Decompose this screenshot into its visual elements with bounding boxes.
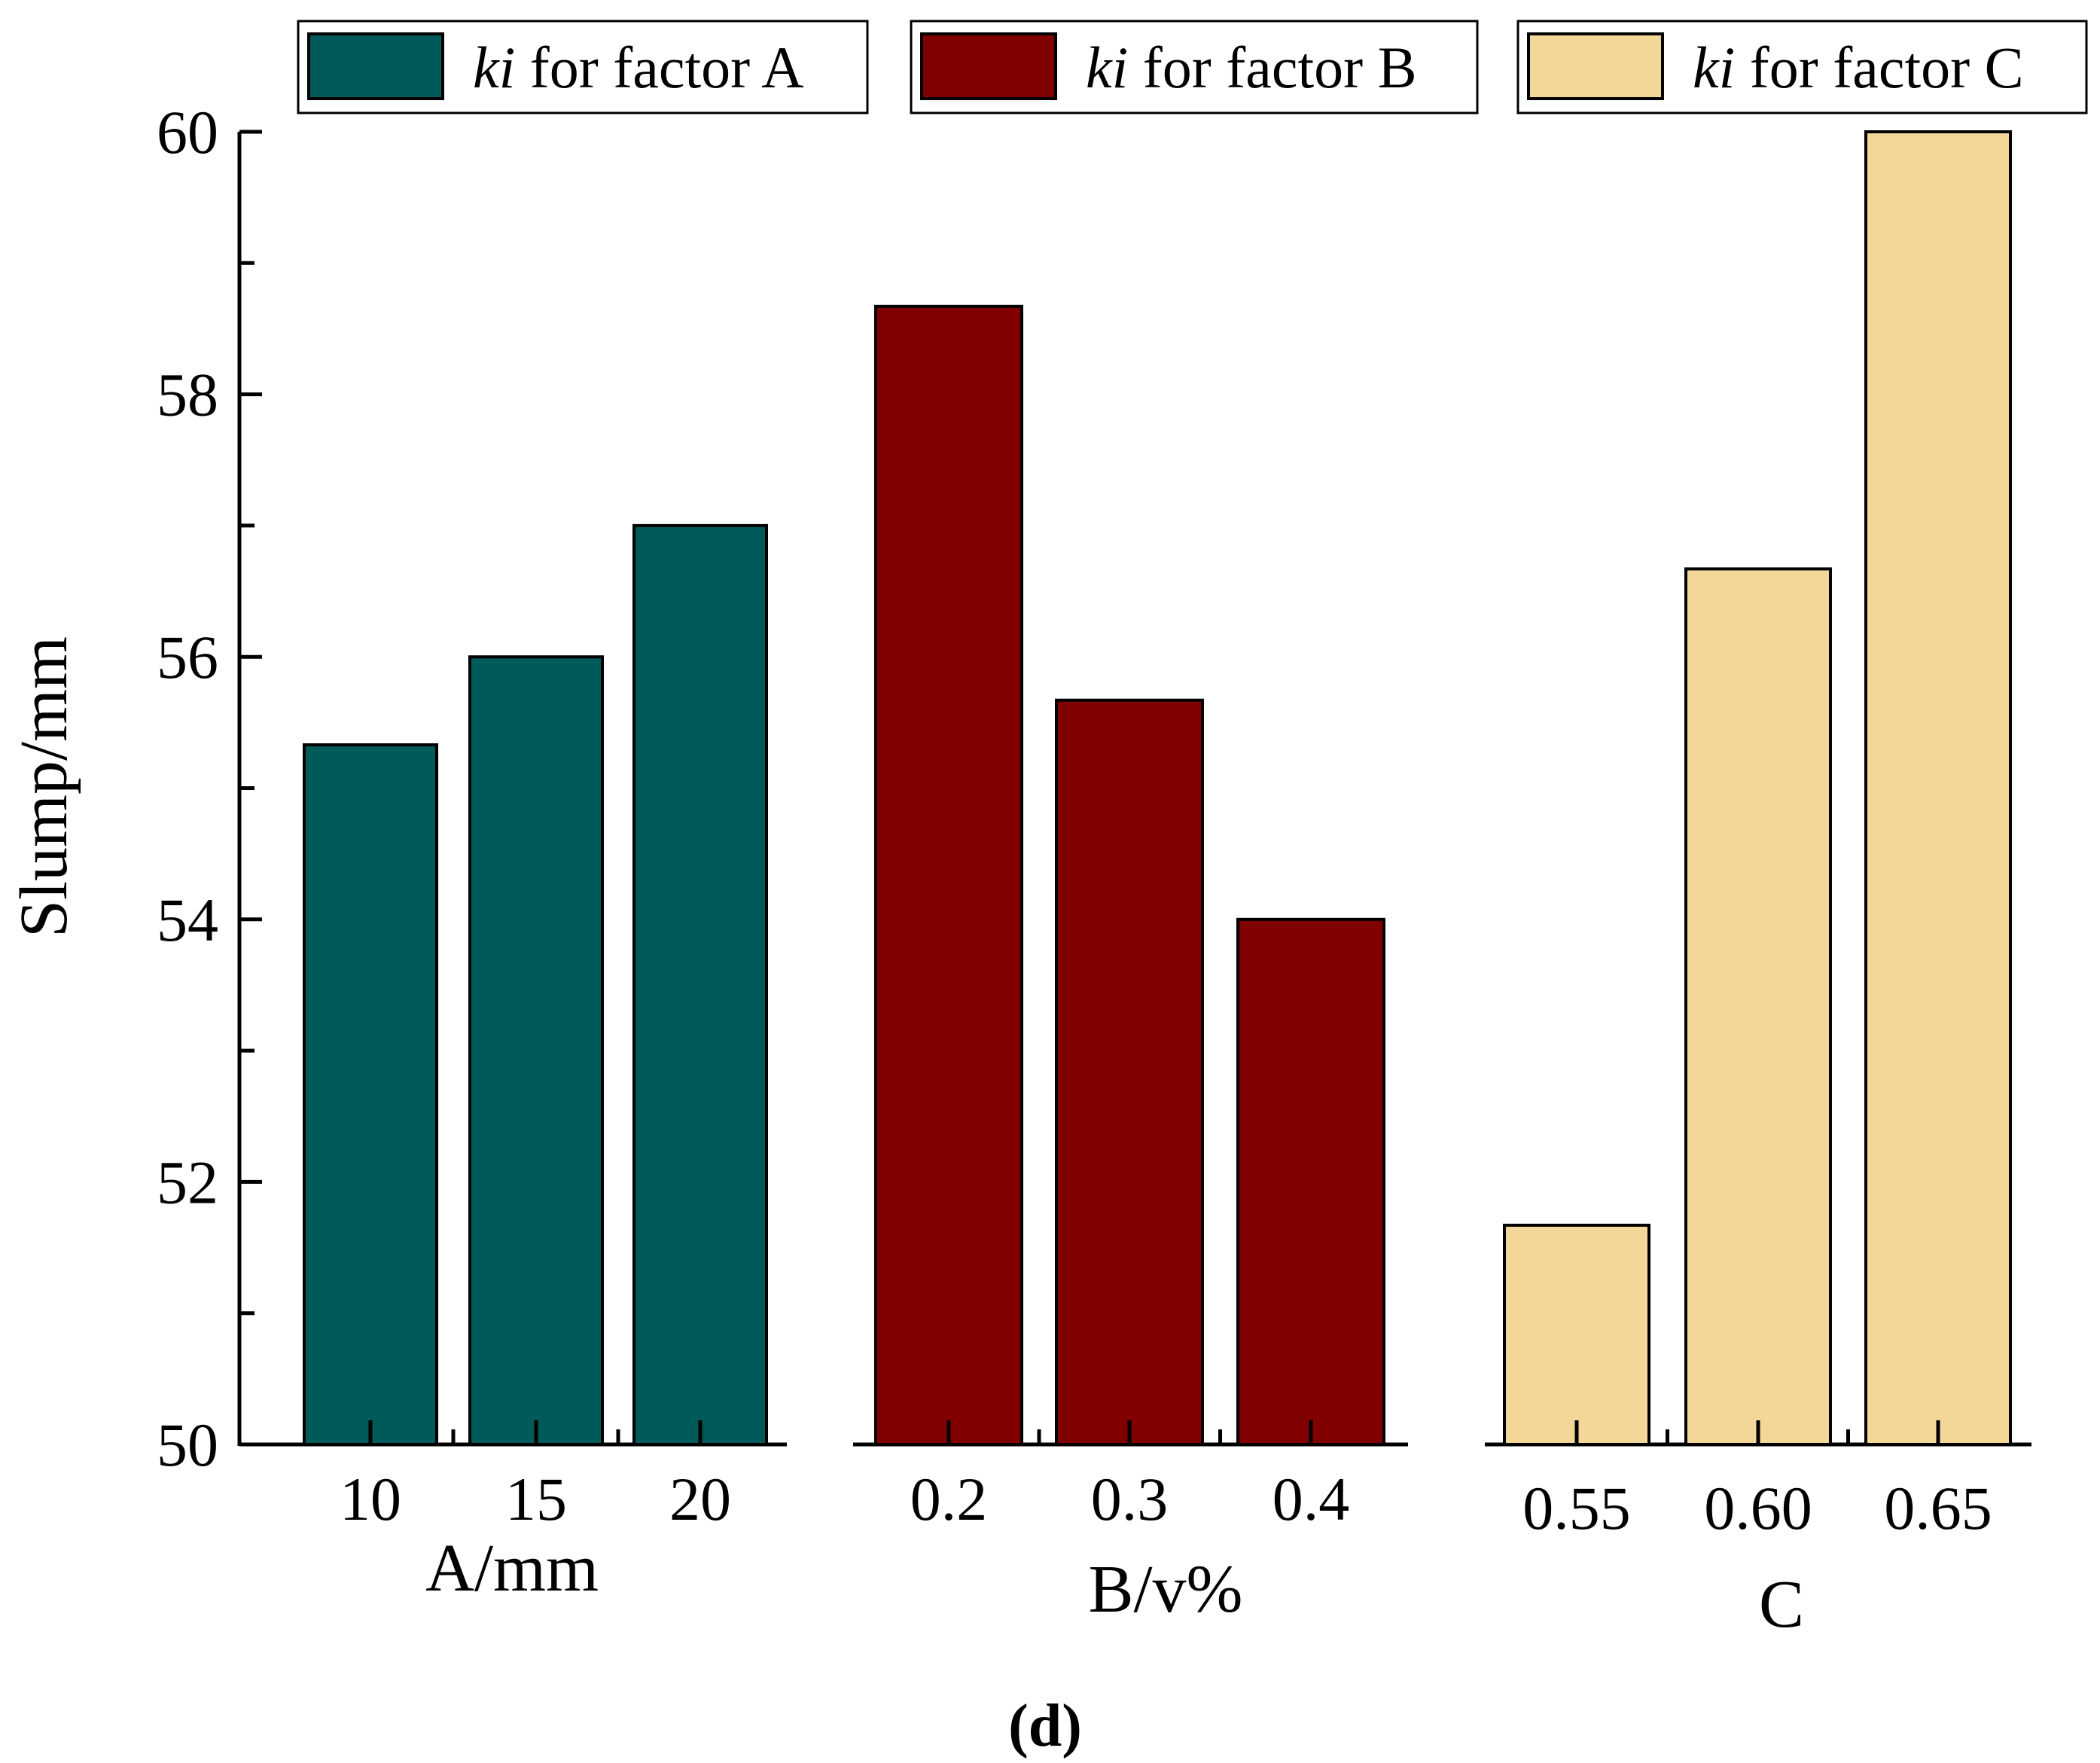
bar — [303, 743, 438, 1446]
x-tick-label: 0.2 — [910, 1465, 988, 1533]
legend-label: ki for factor A — [473, 35, 804, 100]
panel-bv: 0.2 0.3 0.4 B/v% — [853, 304, 1408, 1627]
bar — [1684, 567, 1832, 1447]
x-tick-label: 20 — [669, 1465, 731, 1533]
legend-swatch — [1527, 32, 1664, 100]
factor-panels: 10 15 20 A/mm 0.2 0.3 0.4 B/v% 0.55 0.60 0.65 C — [239, 130, 2031, 1642]
panel-label: (d) — [1008, 1693, 1082, 1759]
y-tick-label: 60 — [157, 98, 218, 166]
legend-swatch — [307, 32, 444, 100]
legend-item: ki for factor A — [297, 20, 869, 114]
x-axis-title: C — [1759, 1567, 1804, 1642]
x-tick-label: 0.60 — [1704, 1474, 1812, 1542]
panel-c: 0.55 0.60 0.65 C — [1485, 130, 2031, 1642]
legend-label: ki for factor B — [1086, 35, 1417, 100]
legend-swatch — [920, 32, 1057, 100]
x-tick-label: 10 — [340, 1465, 401, 1533]
y-tick-label: 50 — [157, 1411, 218, 1479]
bar — [874, 304, 1023, 1447]
y-tick-label: 56 — [157, 623, 218, 691]
bar — [1236, 917, 1385, 1447]
x-tick-label: 0.3 — [1091, 1465, 1169, 1533]
bar — [632, 523, 768, 1446]
panel-amm: 10 15 20 A/mm — [239, 523, 787, 1606]
x-tick-label: 0.65 — [1884, 1474, 1992, 1542]
y-axis-title: Slump/mm — [7, 636, 81, 938]
y-tick-label: 52 — [157, 1148, 218, 1216]
legend: ki for factor A ki for factor B ki for fac… — [297, 20, 2088, 114]
x-axis-title: A/mm — [425, 1531, 599, 1606]
bar — [1503, 1223, 1650, 1446]
legend-item: ki for factor B — [910, 20, 1479, 114]
legend-label: ki for factor C — [1693, 35, 2024, 100]
bar — [1055, 698, 1204, 1446]
y-tick-label: 54 — [157, 886, 218, 954]
bar — [1864, 130, 2012, 1446]
x-tick-label: 0.55 — [1522, 1474, 1631, 1542]
x-tick-label: 0.4 — [1272, 1465, 1350, 1533]
x-tick-label: 15 — [505, 1465, 567, 1533]
bar — [468, 655, 604, 1447]
y-tick-label: 58 — [157, 361, 218, 429]
legend-item: ki for factor C — [1516, 20, 2088, 114]
x-axis-title: B/v% — [1088, 1552, 1242, 1627]
y-axis: 50 52 54 56 58 60 — [157, 98, 262, 1479]
